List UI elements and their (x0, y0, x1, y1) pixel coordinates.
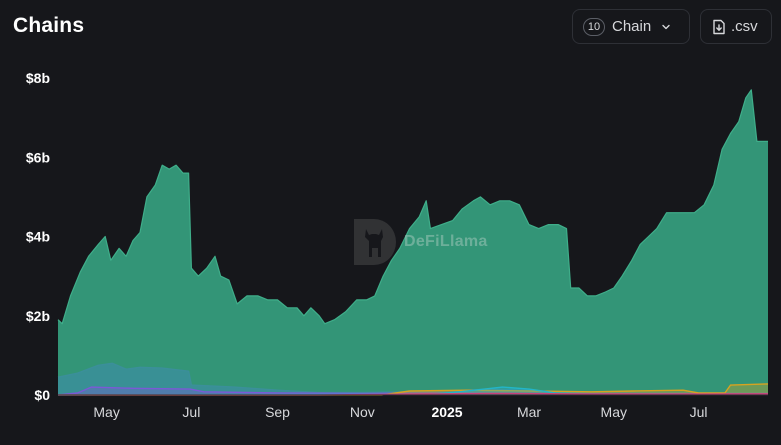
x-tick-label: Mar (517, 404, 541, 420)
x-tick-label: Nov (350, 404, 375, 420)
y-tick-label: $0 (34, 387, 50, 403)
series-line (58, 383, 769, 396)
x-tick-label: May (601, 404, 627, 420)
x-tick-label: Jul (690, 404, 708, 420)
x-tick-label: May (93, 404, 119, 420)
y-tick-label: $8b (26, 70, 50, 86)
chain-count-badge: 10 (583, 17, 605, 36)
watermark-text: DeFiLlama (404, 233, 488, 250)
series-line (57, 89, 768, 325)
series-area (58, 363, 768, 395)
download-csv-button[interactable]: .csv (700, 9, 772, 44)
series-area (58, 89, 768, 396)
chart-title: Chains (13, 14, 85, 37)
series-line (57, 362, 768, 394)
series-area (58, 387, 768, 395)
chain-selector-button[interactable]: 10 Chain (572, 9, 690, 44)
chevron-down-icon (661, 22, 671, 32)
x-tick-label: Jul (182, 404, 200, 420)
csv-label: .csv (731, 18, 758, 35)
x-tick-label: Sep (265, 404, 290, 420)
x-tick-label: 2025 (431, 404, 462, 420)
y-tick-label: $2b (26, 308, 50, 324)
llama-logo-icon (354, 219, 396, 265)
watermark: DeFiLlama (352, 217, 488, 267)
y-tick-label: $4b (26, 229, 50, 245)
file-download-icon (712, 19, 726, 35)
y-tick-label: $6b (26, 149, 50, 165)
chain-selector-label: Chain (612, 18, 652, 35)
